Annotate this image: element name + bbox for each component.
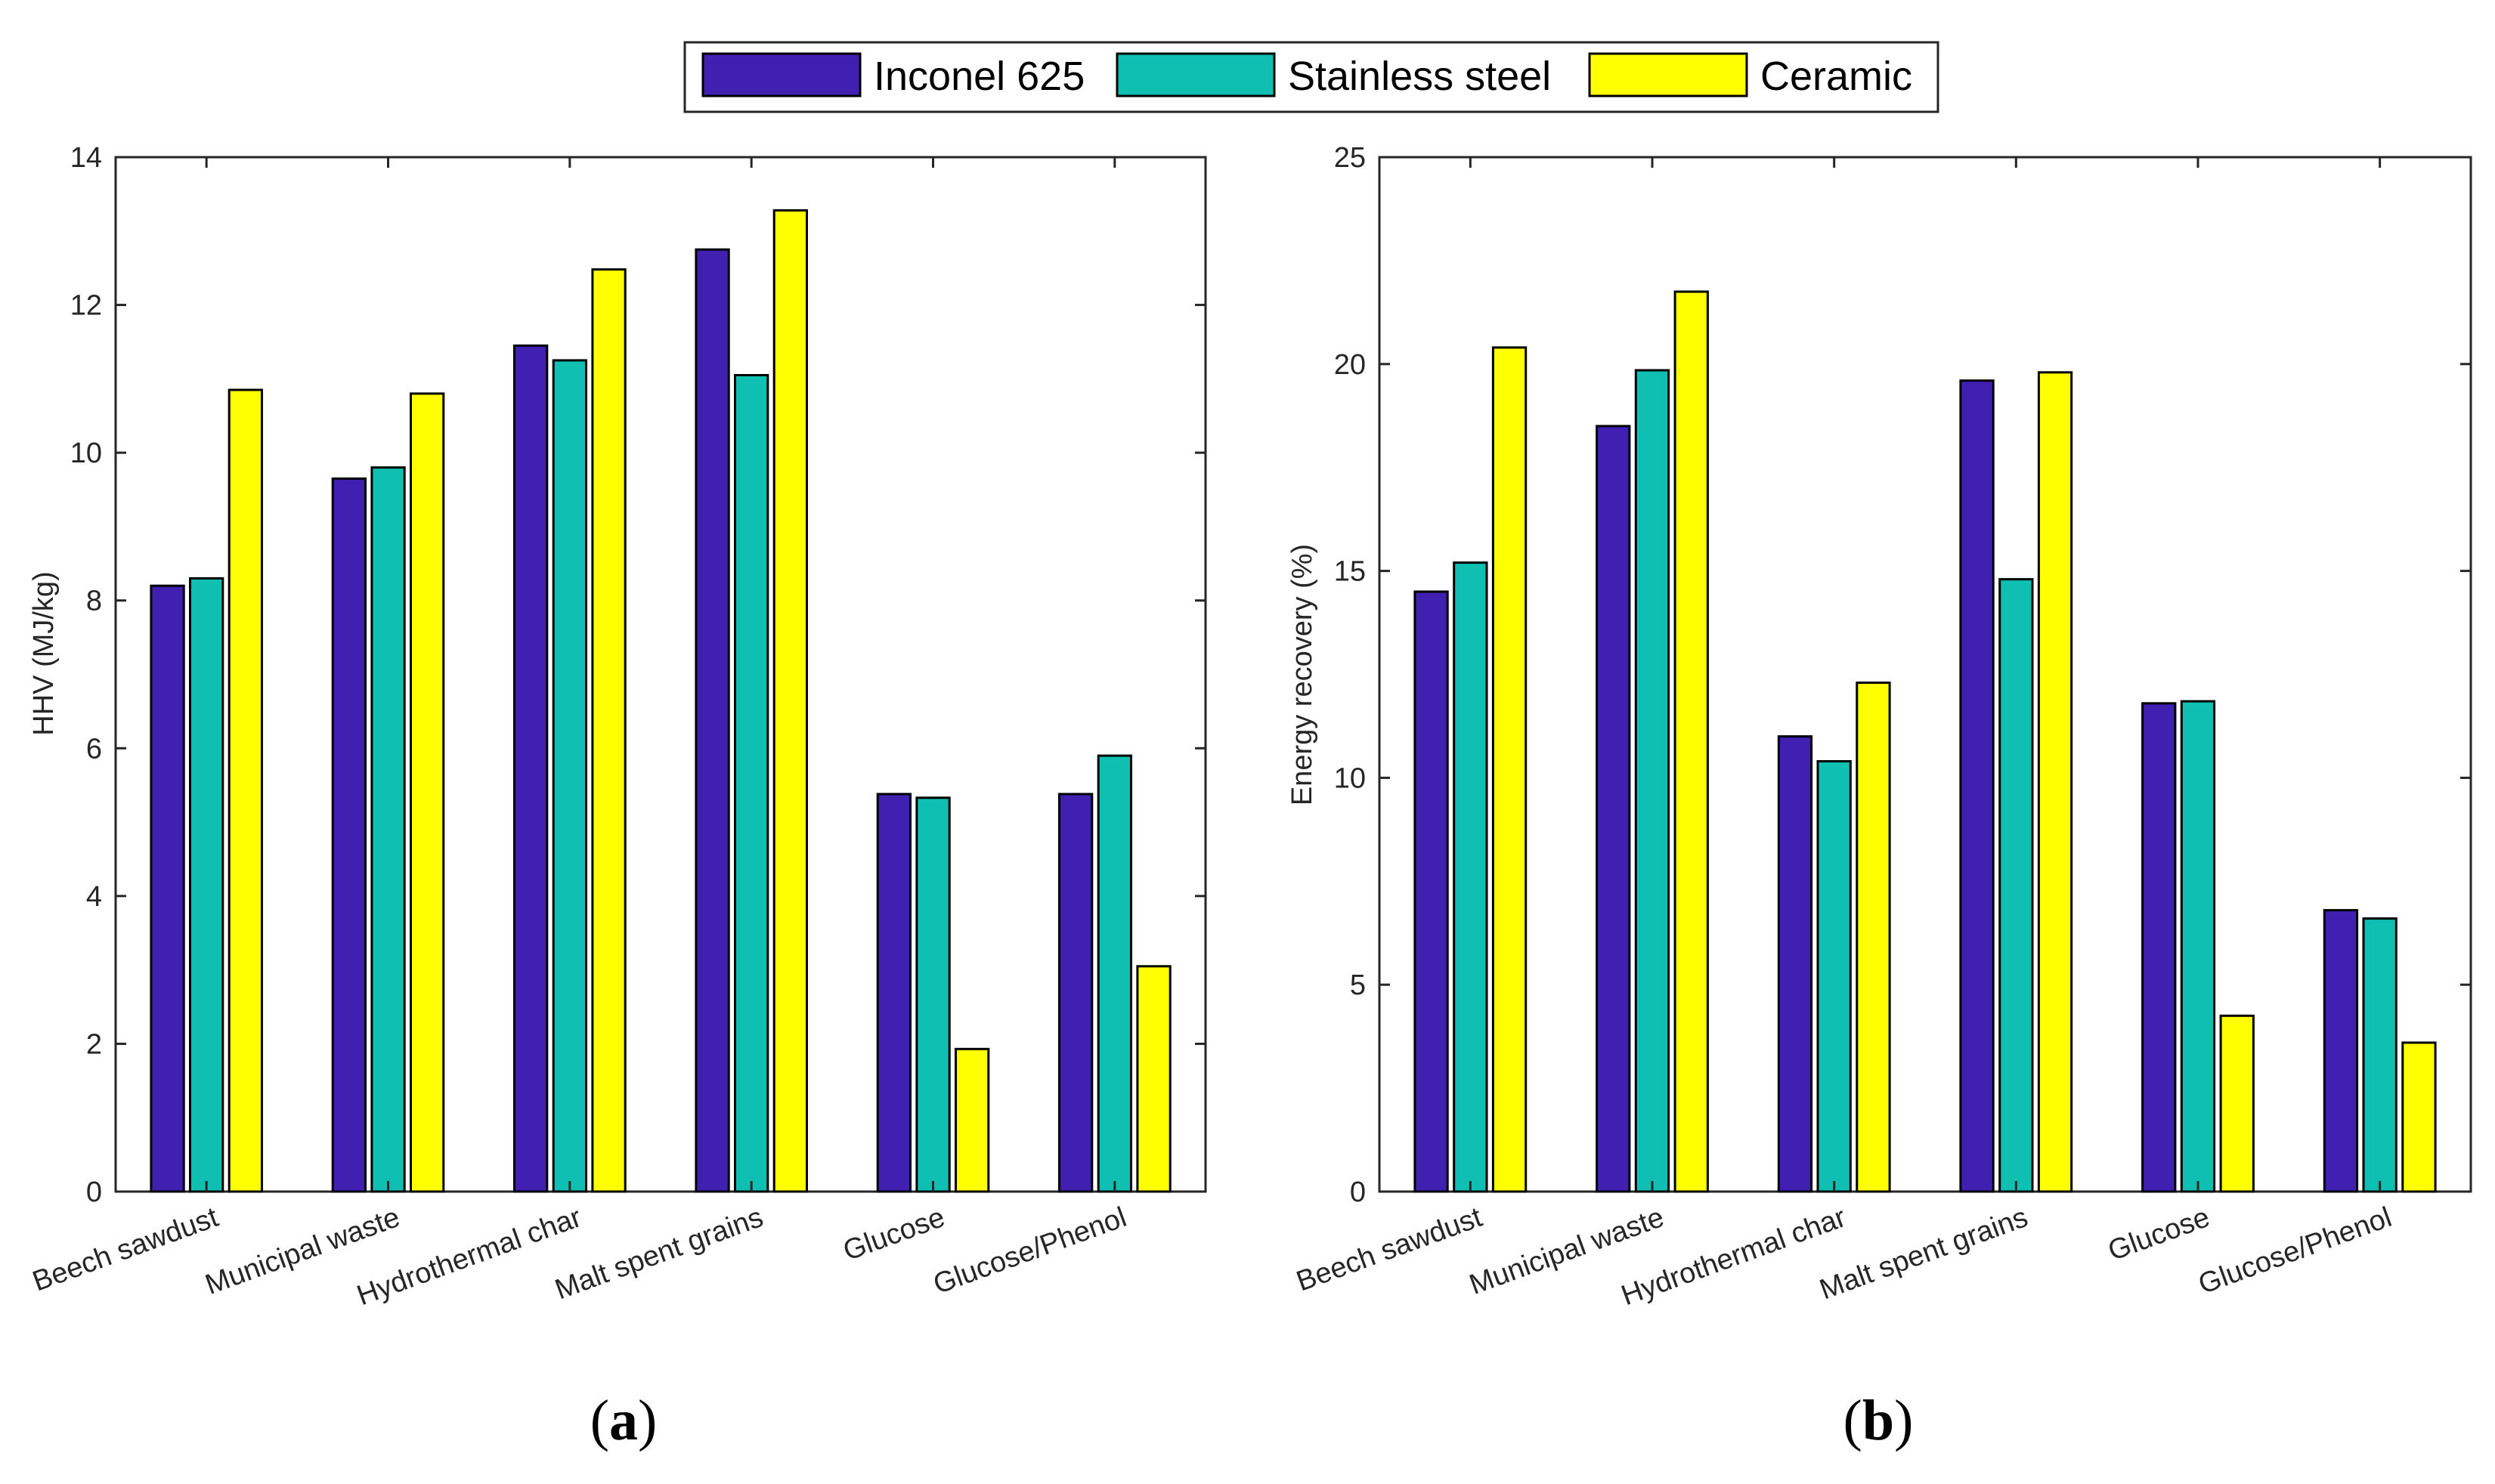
y-axis-label-energy-recovery: Energy recovery (%) bbox=[1286, 544, 1318, 805]
y-tick-label-energy-recovery-15: 15 bbox=[1334, 556, 1366, 588]
bar-hhv-stainless-steel-municipal-waste bbox=[370, 466, 406, 1193]
bar-energy-recovery-inconel-625-municipal-waste bbox=[1596, 425, 1631, 1193]
y-tick-label-energy-recovery-5: 5 bbox=[1350, 969, 1366, 1001]
legend-label-inconel-625: Inconel 625 bbox=[874, 54, 1085, 99]
bar-hhv-stainless-steel-glucose bbox=[915, 796, 951, 1193]
bar-energy-recovery-inconel-625-malt-spent-grains bbox=[1959, 379, 1995, 1193]
bar-energy-recovery-inconel-625-beech-sawdust bbox=[1413, 590, 1449, 1193]
bar-hhv-stainless-steel-hydrothermal-char bbox=[552, 359, 588, 1193]
bar-energy-recovery-ceramic-glucose-phenol bbox=[2401, 1041, 2437, 1193]
bar-hhv-inconel-625-hydrothermal-char bbox=[513, 344, 549, 1193]
panel-label-a: (a) bbox=[590, 1389, 658, 1452]
y-tick-label-energy-recovery-20: 20 bbox=[1334, 349, 1366, 381]
bar-energy-recovery-ceramic-malt-spent-grains bbox=[2037, 371, 2073, 1193]
legend-swatch-ceramic bbox=[1588, 52, 1748, 97]
bar-energy-recovery-stainless-steel-glucose bbox=[2180, 700, 2216, 1193]
bar-hhv-stainless-steel-beech-sawdust bbox=[189, 577, 224, 1193]
y-tick-label-hhv-4: 4 bbox=[86, 881, 102, 913]
bar-energy-recovery-ceramic-glucose bbox=[2219, 1014, 2255, 1193]
bar-hhv-inconel-625-beech-sawdust bbox=[150, 584, 185, 1193]
panel-letter-b: b bbox=[1862, 1389, 1894, 1452]
legend-label-ceramic: Ceramic bbox=[1760, 54, 1912, 99]
y-tick-label-energy-recovery-0: 0 bbox=[1350, 1176, 1366, 1208]
legend-swatch-stainless-steel bbox=[1116, 52, 1276, 97]
y-tick-label-hhv-6: 6 bbox=[86, 733, 102, 765]
panel-letter-a: a bbox=[609, 1389, 638, 1452]
bar-hhv-ceramic-beech-sawdust bbox=[228, 388, 264, 1193]
y-tick-label-energy-recovery-25: 25 bbox=[1334, 142, 1366, 174]
bar-energy-recovery-inconel-625-glucose-phenol bbox=[2323, 909, 2359, 1193]
bar-hhv-ceramic-glucose bbox=[955, 1047, 990, 1193]
bar-energy-recovery-stainless-steel-municipal-waste bbox=[1634, 369, 1670, 1193]
bar-energy-recovery-ceramic-hydrothermal-char bbox=[1856, 682, 1891, 1193]
bar-hhv-stainless-steel-glucose-phenol bbox=[1097, 754, 1132, 1193]
bar-hhv-inconel-625-glucose-phenol bbox=[1058, 793, 1094, 1193]
y-tick-label-energy-recovery-10: 10 bbox=[1334, 762, 1366, 794]
bar-energy-recovery-inconel-625-hydrothermal-char bbox=[1777, 735, 1813, 1193]
bar-hhv-ceramic-hydrothermal-char bbox=[591, 268, 627, 1193]
y-tick-label-hhv-14: 14 bbox=[70, 142, 102, 174]
bar-hhv-ceramic-glucose-phenol bbox=[1136, 965, 1172, 1193]
bar-hhv-stainless-steel-malt-spent-grains bbox=[734, 374, 769, 1193]
y-tick-label-hhv-12: 12 bbox=[70, 290, 102, 322]
bar-energy-recovery-ceramic-municipal-waste bbox=[1673, 290, 1709, 1193]
plot-frame-hhv bbox=[114, 156, 1207, 1193]
bar-energy-recovery-stainless-steel-glucose-phenol bbox=[2362, 917, 2397, 1193]
legend: Inconel 625 Stainless steel Ceramic bbox=[683, 41, 1939, 113]
bar-hhv-ceramic-municipal-waste bbox=[410, 392, 445, 1193]
bar-hhv-inconel-625-malt-spent-grains bbox=[695, 248, 730, 1193]
bar-hhv-inconel-625-municipal-waste bbox=[331, 477, 367, 1193]
bar-energy-recovery-stainless-steel-malt-spent-grains bbox=[1998, 578, 2034, 1193]
legend-label-stainless-steel: Stainless steel bbox=[1288, 54, 1551, 99]
bar-energy-recovery-stainless-steel-beech-sawdust bbox=[1453, 561, 1488, 1193]
y-tick-label-hhv-10: 10 bbox=[70, 437, 102, 469]
legend-swatch-inconel-625 bbox=[701, 52, 862, 97]
y-tick-label-hhv-8: 8 bbox=[86, 586, 102, 617]
plot-frame-energy-recovery bbox=[1378, 156, 2472, 1193]
y-axis-label-hhv: HHV (MJ/kg) bbox=[28, 571, 60, 735]
bar-energy-recovery-stainless-steel-hydrothermal-char bbox=[1816, 760, 1852, 1193]
bar-hhv-ceramic-malt-spent-grains bbox=[772, 209, 808, 1193]
panel-label-b: (b) bbox=[1843, 1389, 1914, 1452]
y-tick-label-hhv-0: 0 bbox=[86, 1176, 102, 1208]
bar-energy-recovery-ceramic-beech-sawdust bbox=[1491, 346, 1528, 1193]
bar-energy-recovery-inconel-625-glucose bbox=[2141, 702, 2177, 1193]
y-tick-label-hhv-2: 2 bbox=[86, 1028, 102, 1060]
bar-hhv-inconel-625-glucose bbox=[876, 793, 912, 1193]
